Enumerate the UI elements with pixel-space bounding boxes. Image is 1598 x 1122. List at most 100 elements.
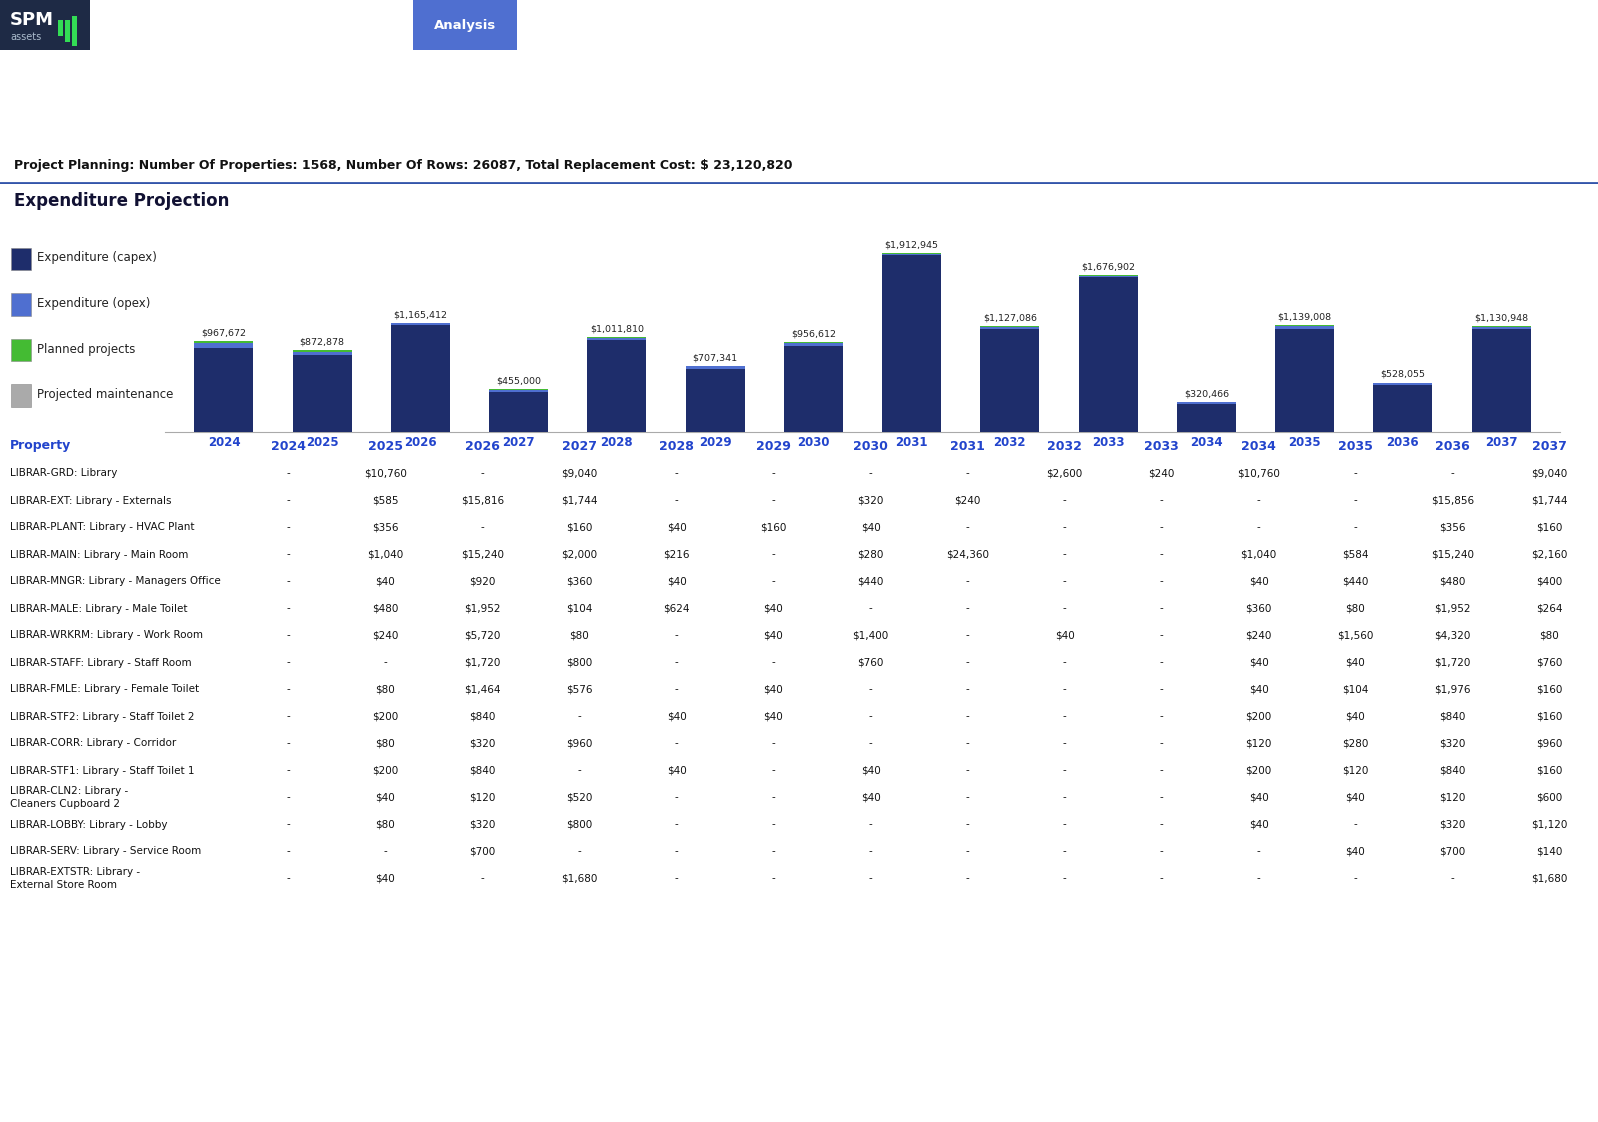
Text: LIBRAR-STAFF: Library - Staff Room: LIBRAR-STAFF: Library - Staff Room — [10, 657, 192, 668]
Text: -: - — [674, 684, 679, 695]
Text: -: - — [1160, 523, 1163, 533]
Bar — [1176, 403, 1235, 404]
Text: Property: Property — [10, 440, 72, 452]
Text: -: - — [674, 792, 679, 802]
Text: -: - — [1063, 792, 1066, 802]
Text: -: - — [1160, 631, 1163, 641]
Text: $1,976: $1,976 — [1435, 684, 1470, 695]
Text: $40: $40 — [1248, 819, 1269, 829]
Text: -: - — [1160, 711, 1163, 721]
Text: -: - — [1354, 469, 1357, 478]
Text: -: - — [772, 792, 775, 802]
Text: LIBRAR-GRD: Library: LIBRAR-GRD: Library — [10, 469, 117, 478]
Text: $10,760: $10,760 — [364, 469, 407, 478]
Text: $360: $360 — [1245, 604, 1272, 614]
Text: Expenditure (opex): Expenditure (opex) — [37, 297, 150, 310]
Text: -: - — [286, 792, 291, 802]
Bar — [882, 255, 941, 432]
Text: $160: $160 — [1536, 684, 1563, 695]
Text: LIBRAR-EXTSTR: Library -
External Store Room: LIBRAR-EXTSTR: Library - External Store … — [10, 867, 141, 890]
Text: $1,560: $1,560 — [1338, 631, 1374, 641]
Text: $1,744: $1,744 — [1531, 496, 1568, 506]
Text: -: - — [286, 523, 291, 533]
Bar — [588, 340, 646, 432]
Text: -: - — [674, 846, 679, 856]
Text: $760: $760 — [1536, 657, 1563, 668]
Text: $104: $104 — [1342, 684, 1369, 695]
Text: -: - — [1063, 738, 1066, 748]
Text: $40: $40 — [666, 523, 687, 533]
Text: $800: $800 — [566, 657, 593, 668]
Text: $1,120: $1,120 — [1531, 819, 1568, 829]
Text: -: - — [1160, 819, 1163, 829]
Text: $9,040: $9,040 — [561, 469, 598, 478]
Text: -: - — [286, 684, 291, 695]
Text: 2026: 2026 — [465, 440, 500, 452]
Bar — [292, 352, 352, 356]
Text: Expenditure Projection: Expenditure Projection — [14, 192, 230, 210]
Text: -: - — [577, 711, 582, 721]
Text: -: - — [286, 631, 291, 641]
Text: LIBRAR-MALE: Library - Male Toilet: LIBRAR-MALE: Library - Male Toilet — [10, 604, 187, 614]
Text: 2034: 2034 — [1242, 440, 1275, 452]
Text: Projected maintenance: Projected maintenance — [37, 388, 174, 401]
Text: $1,130,948: $1,130,948 — [1473, 313, 1528, 322]
Bar — [1275, 327, 1334, 329]
Text: -: - — [286, 738, 291, 748]
Text: -: - — [1160, 874, 1163, 883]
Text: $584: $584 — [1342, 550, 1369, 560]
Text: 2031: 2031 — [951, 440, 984, 452]
Text: $967,672: $967,672 — [201, 329, 246, 338]
Text: $264: $264 — [1536, 604, 1563, 614]
Text: $1,165,412: $1,165,412 — [393, 311, 447, 320]
Text: $1,744: $1,744 — [561, 496, 598, 506]
Text: $200: $200 — [1245, 765, 1272, 775]
Bar — [1373, 385, 1432, 432]
Text: $160: $160 — [1536, 765, 1563, 775]
Text: -: - — [384, 846, 387, 856]
Text: $840: $840 — [1440, 711, 1465, 721]
Bar — [785, 343, 842, 346]
Text: LIBRAR-STF1: Library - Staff Toilet 1: LIBRAR-STF1: Library - Staff Toilet 1 — [10, 765, 195, 775]
Text: -: - — [869, 684, 873, 695]
Text: -: - — [1160, 577, 1163, 587]
Text: $140: $140 — [1536, 846, 1563, 856]
Bar — [882, 254, 941, 255]
Text: LIBRAR-STF2: Library - Staff Toilet 2: LIBRAR-STF2: Library - Staff Toilet 2 — [10, 711, 195, 721]
Bar — [981, 328, 1039, 329]
Text: -: - — [1256, 874, 1261, 883]
Text: Stories: Stories — [737, 18, 783, 31]
Text: -: - — [772, 657, 775, 668]
Text: $400: $400 — [1536, 577, 1563, 587]
Text: $200: $200 — [1245, 711, 1272, 721]
Bar — [489, 392, 548, 432]
Text: LIBRAR-EXT: Library - Externals: LIBRAR-EXT: Library - Externals — [10, 496, 171, 506]
Text: $320: $320 — [1440, 819, 1465, 829]
Text: -: - — [965, 819, 970, 829]
Text: 2030: 2030 — [853, 440, 888, 452]
Text: $1,676,902: $1,676,902 — [1082, 263, 1135, 272]
Text: $2,000: $2,000 — [561, 550, 598, 560]
Text: $624: $624 — [663, 604, 690, 614]
Bar — [11, 248, 32, 270]
Text: -: - — [772, 874, 775, 883]
Text: $40: $40 — [1055, 631, 1074, 641]
Text: $1,040: $1,040 — [1240, 550, 1277, 560]
Text: $1,680: $1,680 — [561, 874, 598, 883]
Text: $1,040: $1,040 — [368, 550, 404, 560]
Text: -: - — [1160, 657, 1163, 668]
Bar — [1373, 384, 1432, 385]
Text: $216: $216 — [663, 550, 690, 560]
Text: -: - — [1063, 523, 1066, 533]
Text: Admin: Admin — [834, 18, 876, 31]
Text: -: - — [965, 657, 970, 668]
Text: -: - — [674, 631, 679, 641]
Text: -: - — [1160, 738, 1163, 748]
Bar — [195, 348, 254, 432]
Text: $356: $356 — [1440, 523, 1465, 533]
Text: -: - — [1451, 874, 1454, 883]
Text: $80: $80 — [1346, 604, 1365, 614]
Text: $40: $40 — [764, 631, 783, 641]
Text: 1772 properties in selection: 1772 properties in selection — [18, 112, 259, 128]
Text: $2,160: $2,160 — [1531, 550, 1568, 560]
